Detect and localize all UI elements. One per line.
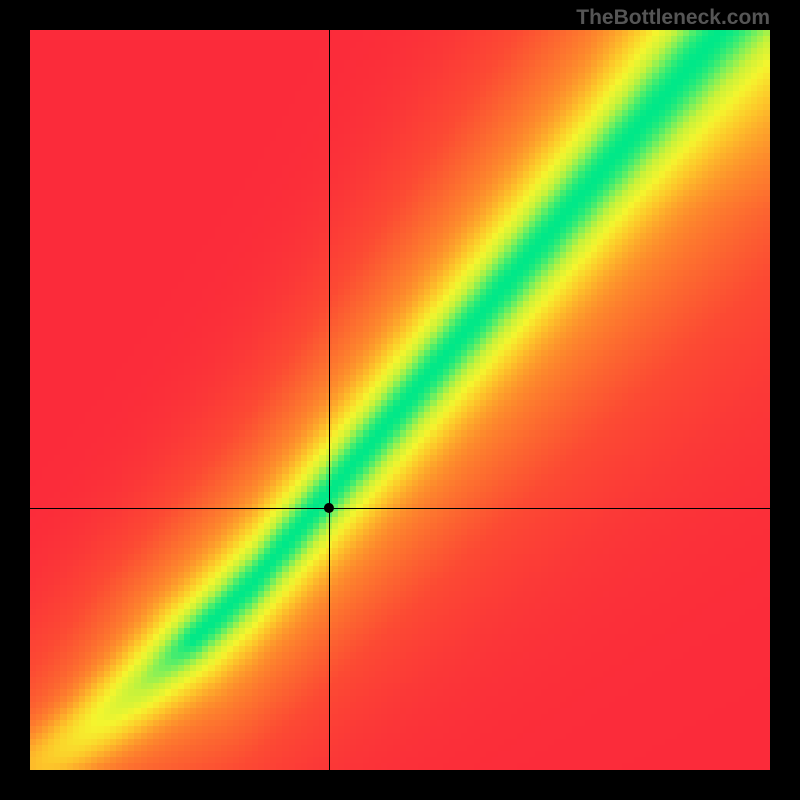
chart-container: TheBottleneck.com [0,0,800,800]
watermark-text: TheBottleneck.com [576,6,770,30]
bottleneck-heatmap [30,30,770,770]
